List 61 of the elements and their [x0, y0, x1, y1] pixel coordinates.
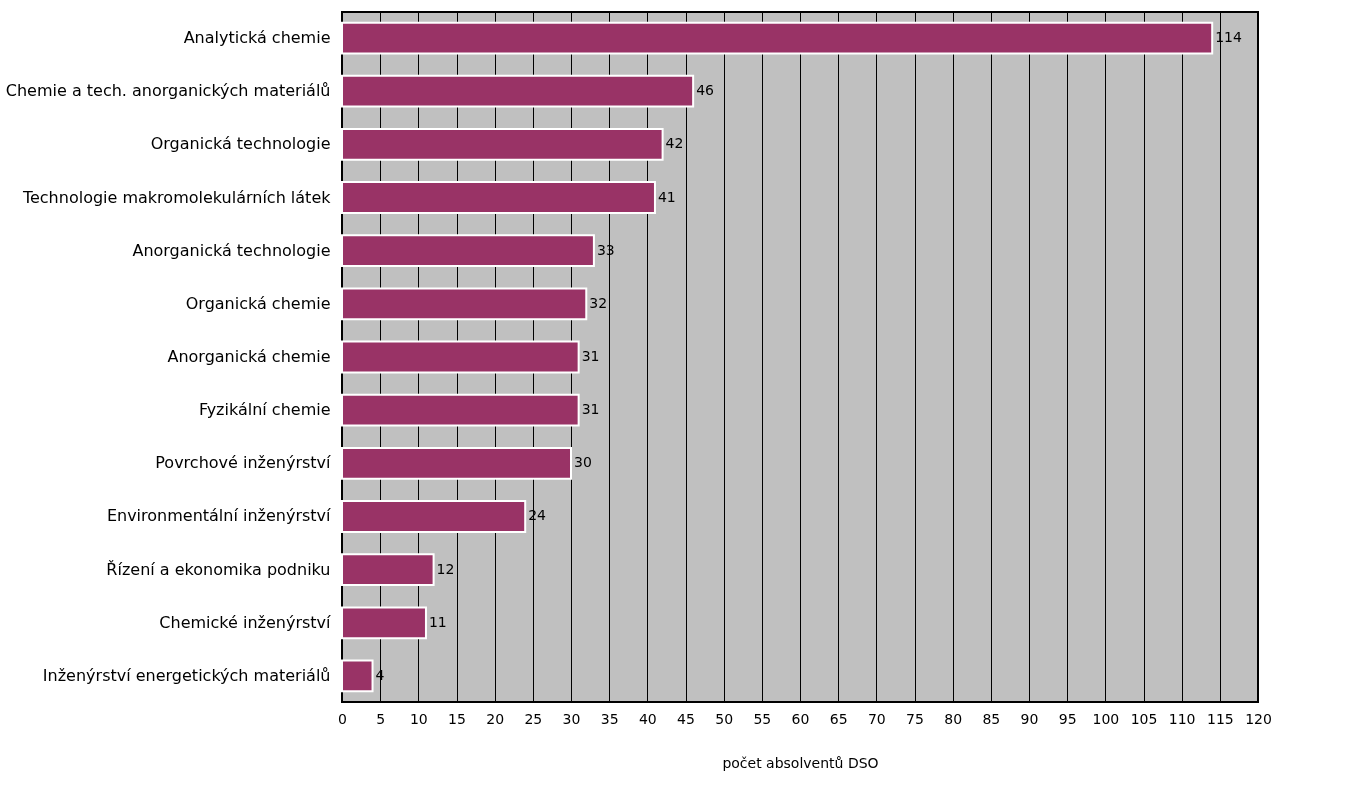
x-tick-label: 95: [1058, 710, 1077, 727]
bar: [341, 393, 580, 427]
y-tick-label: Anorganická chemie: [167, 347, 331, 366]
bar: [341, 74, 695, 108]
y-tick-label: Chemie a tech. anorganických materiálů: [5, 81, 331, 101]
x-tick-label: 90: [1020, 710, 1039, 727]
x-tick-label: 40: [638, 710, 657, 727]
y-tick-label: Environmentální inženýrství: [106, 506, 332, 526]
x-tick-label: 60: [791, 710, 810, 727]
bar: [341, 500, 527, 533]
bar: [341, 446, 572, 480]
x-tick-label: 35: [600, 710, 619, 727]
y-tick-label: Inženýrství energetických materiálů: [42, 665, 331, 685]
x-tick-label: 15: [448, 710, 466, 727]
bar: [341, 127, 664, 161]
x-tick-label: 100: [1092, 710, 1120, 727]
data-label: 31: [581, 348, 600, 364]
y-tick-label: Organická technologie: [150, 134, 331, 154]
x-tick-label: 30: [562, 710, 581, 727]
x-tick-label: 20: [486, 710, 505, 727]
data-label: 12: [436, 560, 455, 577]
y-tick-label: Fyzikální chemie: [198, 400, 331, 420]
data-label: 31: [581, 401, 600, 418]
y-tick-label: Anorganická technologie: [132, 240, 331, 260]
y-tick-label: Technologie makromolekulárních látek: [21, 187, 332, 207]
x-tick-label: 120: [1245, 710, 1272, 727]
y-tick-label: Analytická chemie: [183, 28, 331, 48]
x-tick-label: 25: [524, 710, 543, 727]
x-tick-label: 5: [376, 710, 386, 727]
data-label: 11: [428, 613, 447, 630]
x-tick-label: 10: [409, 710, 428, 727]
y-tick-label: Povrchové inženýrství: [155, 453, 332, 473]
data-label: 46: [696, 82, 715, 99]
y-tick-label: Organická chemie: [185, 293, 331, 313]
bar: [341, 340, 580, 374]
y-tick-label: Chemické inženýrství: [159, 612, 332, 632]
x-tick-label: 65: [829, 710, 848, 727]
data-label: 41: [657, 188, 676, 205]
x-axis-title: počet absolventů DSO: [722, 754, 879, 771]
x-tick-label: 80: [944, 710, 963, 727]
x-tick-label: 50: [715, 710, 734, 727]
bar: [341, 181, 656, 214]
x-tick-label: 55: [753, 710, 772, 727]
bar: [341, 553, 435, 587]
x-tick-label: 85: [982, 710, 1001, 727]
y-tick-label: Řízení a ekonomika podniku: [106, 559, 331, 579]
x-tick-label: 0: [338, 710, 347, 727]
x-tick-label: 75: [906, 710, 924, 727]
x-tick-label: 115: [1206, 710, 1234, 727]
bar: [341, 659, 374, 693]
x-tick-label: 70: [867, 710, 886, 727]
data-label: 42: [665, 135, 684, 152]
bar: [341, 234, 595, 268]
x-tick-label: 45: [677, 710, 695, 727]
data-label: 30: [574, 454, 592, 471]
data-label: 32: [589, 294, 608, 311]
bar: [341, 287, 588, 321]
bar: [341, 606, 427, 640]
bar: [341, 21, 1214, 55]
x-tick-label: 105: [1130, 710, 1158, 727]
x-tick-label: 110: [1168, 710, 1196, 727]
